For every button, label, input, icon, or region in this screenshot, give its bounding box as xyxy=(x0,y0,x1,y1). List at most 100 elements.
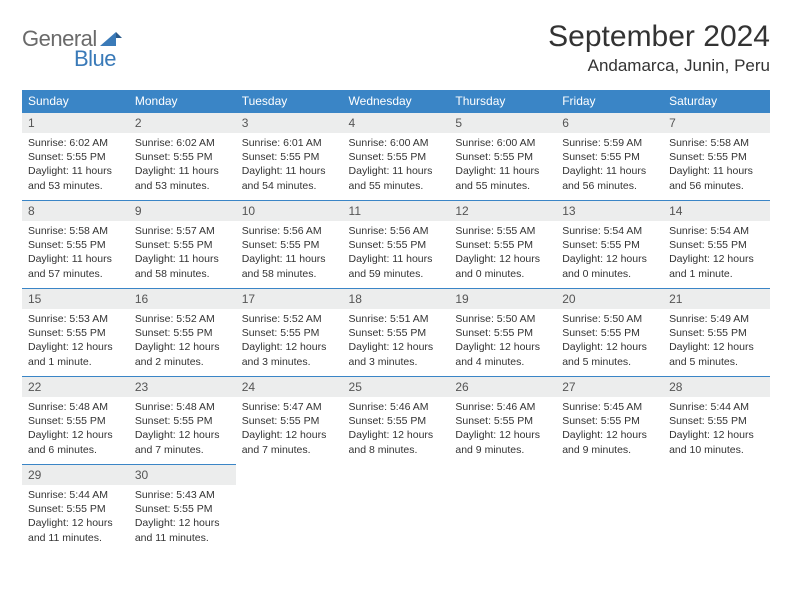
sunset-text: Sunset: 5:55 PM xyxy=(28,150,123,164)
day-details: Sunrise: 5:46 AMSunset: 5:55 PMDaylight:… xyxy=(343,397,450,463)
calendar-day-cell: 17Sunrise: 5:52 AMSunset: 5:55 PMDayligh… xyxy=(236,289,343,377)
day-details: Sunrise: 5:56 AMSunset: 5:55 PMDaylight:… xyxy=(343,221,450,287)
sunrise-text: Sunrise: 5:55 AM xyxy=(455,224,550,238)
day-number: 27 xyxy=(556,377,663,397)
day-details: Sunrise: 5:53 AMSunset: 5:55 PMDaylight:… xyxy=(22,309,129,375)
daylight-text: Daylight: 12 hours and 3 minutes. xyxy=(349,340,444,368)
sunset-text: Sunset: 5:55 PM xyxy=(242,326,337,340)
sunrise-text: Sunrise: 5:47 AM xyxy=(242,400,337,414)
day-header: Monday xyxy=(129,90,236,113)
daylight-text: Daylight: 11 hours and 56 minutes. xyxy=(562,164,657,192)
day-number: 6 xyxy=(556,113,663,133)
calendar-day-cell: 13Sunrise: 5:54 AMSunset: 5:55 PMDayligh… xyxy=(556,201,663,289)
sunset-text: Sunset: 5:55 PM xyxy=(562,326,657,340)
sunset-text: Sunset: 5:55 PM xyxy=(455,238,550,252)
daylight-text: Daylight: 12 hours and 1 minute. xyxy=(28,340,123,368)
daylight-text: Daylight: 11 hours and 55 minutes. xyxy=(349,164,444,192)
daylight-text: Daylight: 11 hours and 59 minutes. xyxy=(349,252,444,280)
day-details: Sunrise: 5:48 AMSunset: 5:55 PMDaylight:… xyxy=(22,397,129,463)
calendar-day-cell: 15Sunrise: 5:53 AMSunset: 5:55 PMDayligh… xyxy=(22,289,129,377)
day-header: Friday xyxy=(556,90,663,113)
daylight-text: Daylight: 12 hours and 7 minutes. xyxy=(242,428,337,456)
calendar-day-cell: 8Sunrise: 5:58 AMSunset: 5:55 PMDaylight… xyxy=(22,201,129,289)
calendar-day-cell: 1Sunrise: 6:02 AMSunset: 5:55 PMDaylight… xyxy=(22,113,129,201)
sunrise-text: Sunrise: 5:49 AM xyxy=(669,312,764,326)
month-title: September 2024 xyxy=(548,20,770,54)
sunset-text: Sunset: 5:55 PM xyxy=(669,238,764,252)
day-details: Sunrise: 6:02 AMSunset: 5:55 PMDaylight:… xyxy=(22,133,129,199)
sunrise-text: Sunrise: 5:52 AM xyxy=(135,312,230,326)
calendar-table: Sunday Monday Tuesday Wednesday Thursday… xyxy=(22,90,770,553)
daylight-text: Daylight: 11 hours and 55 minutes. xyxy=(455,164,550,192)
day-details: Sunrise: 5:59 AMSunset: 5:55 PMDaylight:… xyxy=(556,133,663,199)
sunset-text: Sunset: 5:55 PM xyxy=(28,414,123,428)
sunrise-text: Sunrise: 5:48 AM xyxy=(28,400,123,414)
sunrise-text: Sunrise: 5:52 AM xyxy=(242,312,337,326)
location-text: Andamarca, Junin, Peru xyxy=(548,56,770,76)
sunset-text: Sunset: 5:55 PM xyxy=(28,326,123,340)
sunset-text: Sunset: 5:55 PM xyxy=(349,238,444,252)
day-details: Sunrise: 5:44 AMSunset: 5:55 PMDaylight:… xyxy=(663,397,770,463)
sunset-text: Sunset: 5:55 PM xyxy=(135,502,230,516)
sunrise-text: Sunrise: 5:48 AM xyxy=(135,400,230,414)
sunset-text: Sunset: 5:55 PM xyxy=(669,150,764,164)
sunset-text: Sunset: 5:55 PM xyxy=(349,150,444,164)
calendar-day-cell: 21Sunrise: 5:49 AMSunset: 5:55 PMDayligh… xyxy=(663,289,770,377)
sunrise-text: Sunrise: 5:58 AM xyxy=(28,224,123,238)
day-header: Tuesday xyxy=(236,90,343,113)
day-details: Sunrise: 5:49 AMSunset: 5:55 PMDaylight:… xyxy=(663,309,770,375)
daylight-text: Daylight: 12 hours and 6 minutes. xyxy=(28,428,123,456)
sunrise-text: Sunrise: 5:51 AM xyxy=(349,312,444,326)
sunrise-text: Sunrise: 6:00 AM xyxy=(349,136,444,150)
title-block: September 2024 Andamarca, Junin, Peru xyxy=(548,20,770,76)
calendar-day-cell: 22Sunrise: 5:48 AMSunset: 5:55 PMDayligh… xyxy=(22,377,129,465)
sunrise-text: Sunrise: 5:50 AM xyxy=(455,312,550,326)
day-number: 12 xyxy=(449,201,556,221)
sunrise-text: Sunrise: 5:57 AM xyxy=(135,224,230,238)
day-details: Sunrise: 6:00 AMSunset: 5:55 PMDaylight:… xyxy=(343,133,450,199)
day-number: 1 xyxy=(22,113,129,133)
logo-text-blue: Blue xyxy=(74,46,116,72)
calendar-day-cell: 9Sunrise: 5:57 AMSunset: 5:55 PMDaylight… xyxy=(129,201,236,289)
calendar-week-row: 22Sunrise: 5:48 AMSunset: 5:55 PMDayligh… xyxy=(22,377,770,465)
day-details: Sunrise: 5:50 AMSunset: 5:55 PMDaylight:… xyxy=(449,309,556,375)
calendar-day-cell: 11Sunrise: 5:56 AMSunset: 5:55 PMDayligh… xyxy=(343,201,450,289)
sunrise-text: Sunrise: 5:46 AM xyxy=(455,400,550,414)
calendar-week-row: 8Sunrise: 5:58 AMSunset: 5:55 PMDaylight… xyxy=(22,201,770,289)
calendar-day-cell xyxy=(236,465,343,553)
calendar-day-cell: 3Sunrise: 6:01 AMSunset: 5:55 PMDaylight… xyxy=(236,113,343,201)
sunset-text: Sunset: 5:55 PM xyxy=(135,150,230,164)
page-header: General Blue September 2024 Andamarca, J… xyxy=(22,20,770,76)
calendar-day-cell: 25Sunrise: 5:46 AMSunset: 5:55 PMDayligh… xyxy=(343,377,450,465)
sunrise-text: Sunrise: 6:00 AM xyxy=(455,136,550,150)
calendar-day-cell: 5Sunrise: 6:00 AMSunset: 5:55 PMDaylight… xyxy=(449,113,556,201)
sunset-text: Sunset: 5:55 PM xyxy=(135,414,230,428)
day-details: Sunrise: 5:45 AMSunset: 5:55 PMDaylight:… xyxy=(556,397,663,463)
day-details: Sunrise: 5:55 AMSunset: 5:55 PMDaylight:… xyxy=(449,221,556,287)
daylight-text: Daylight: 11 hours and 57 minutes. xyxy=(28,252,123,280)
sunrise-text: Sunrise: 5:56 AM xyxy=(242,224,337,238)
day-details: Sunrise: 5:54 AMSunset: 5:55 PMDaylight:… xyxy=(663,221,770,287)
day-number: 15 xyxy=(22,289,129,309)
sunset-text: Sunset: 5:55 PM xyxy=(135,238,230,252)
sunrise-text: Sunrise: 6:02 AM xyxy=(135,136,230,150)
sunrise-text: Sunrise: 5:54 AM xyxy=(562,224,657,238)
day-number: 14 xyxy=(663,201,770,221)
calendar-day-cell: 18Sunrise: 5:51 AMSunset: 5:55 PMDayligh… xyxy=(343,289,450,377)
daylight-text: Daylight: 12 hours and 2 minutes. xyxy=(135,340,230,368)
day-details: Sunrise: 5:46 AMSunset: 5:55 PMDaylight:… xyxy=(449,397,556,463)
calendar-day-cell: 2Sunrise: 6:02 AMSunset: 5:55 PMDaylight… xyxy=(129,113,236,201)
sunrise-text: Sunrise: 5:50 AM xyxy=(562,312,657,326)
daylight-text: Daylight: 12 hours and 7 minutes. xyxy=(135,428,230,456)
daylight-text: Daylight: 12 hours and 9 minutes. xyxy=(455,428,550,456)
calendar-day-cell xyxy=(556,465,663,553)
calendar-day-cell: 30Sunrise: 5:43 AMSunset: 5:55 PMDayligh… xyxy=(129,465,236,553)
day-details: Sunrise: 5:52 AMSunset: 5:55 PMDaylight:… xyxy=(236,309,343,375)
calendar-day-cell: 28Sunrise: 5:44 AMSunset: 5:55 PMDayligh… xyxy=(663,377,770,465)
calendar-week-row: 1Sunrise: 6:02 AMSunset: 5:55 PMDaylight… xyxy=(22,113,770,201)
daylight-text: Daylight: 12 hours and 10 minutes. xyxy=(669,428,764,456)
day-number: 11 xyxy=(343,201,450,221)
day-details: Sunrise: 5:54 AMSunset: 5:55 PMDaylight:… xyxy=(556,221,663,287)
daylight-text: Daylight: 12 hours and 5 minutes. xyxy=(669,340,764,368)
sunset-text: Sunset: 5:55 PM xyxy=(349,326,444,340)
